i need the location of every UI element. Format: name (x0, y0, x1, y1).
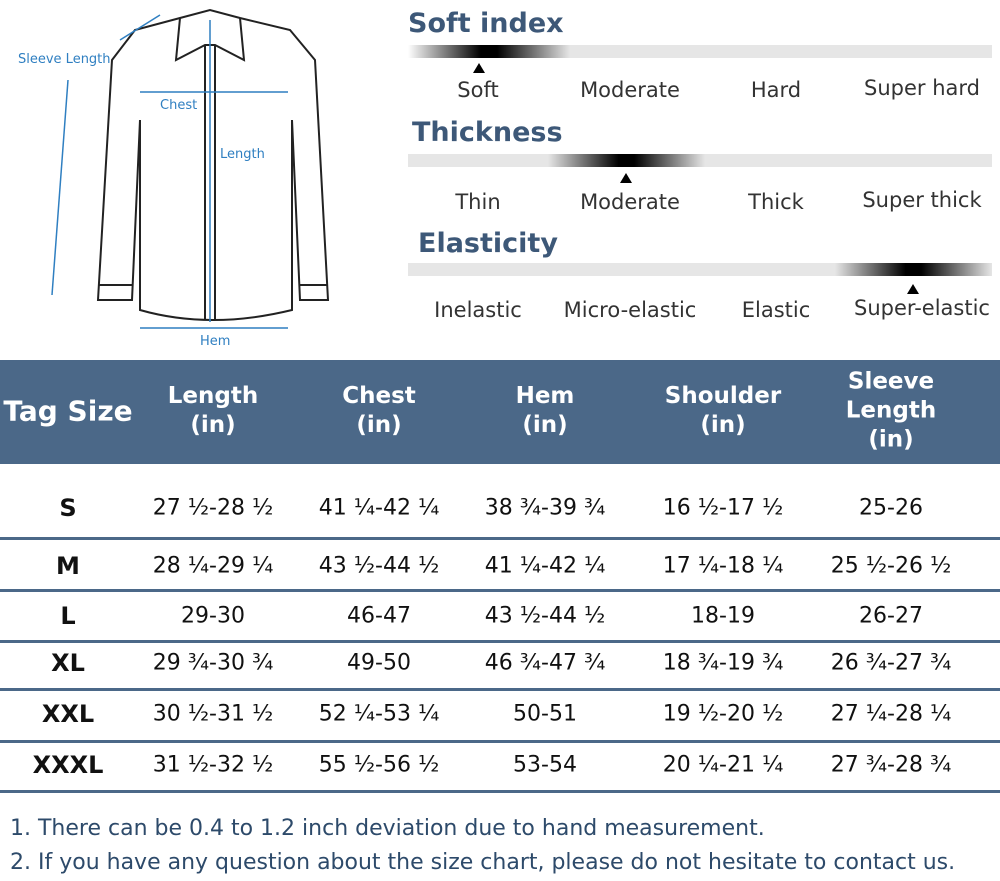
note: 1. There can be 0.4 to 1.2 inch deviatio… (10, 816, 765, 841)
scale-option: Thick (748, 190, 804, 214)
scale-title: Soft index (408, 8, 564, 39)
label: Sleeve Length (18, 52, 111, 67)
scale-option: Super-elastic (854, 296, 990, 320)
table-cell: 26-27 (859, 603, 923, 629)
table-cell: 53-54 (513, 752, 577, 778)
size-label: XXXL (32, 751, 104, 779)
table-cell: 55 ½-56 ½ (318, 752, 440, 778)
table-cell: 29 ¾-30 ¾ (152, 650, 274, 676)
table-cell: 43 ½-44 ½ (318, 553, 440, 579)
table-cell: 46 ¾-47 ¾ (484, 650, 606, 676)
scale-option: Super hard (864, 76, 980, 100)
table-cell: 49-50 (347, 650, 411, 676)
table-cell: 31 ½-32 ½ (152, 752, 274, 778)
table-cell: 18-19 (691, 603, 755, 629)
table-cell: 26 ¾-27 ¾ (830, 650, 952, 676)
table-header (0, 360, 1000, 464)
column-header: Length (in) (167, 383, 259, 438)
label: Hem (200, 334, 230, 349)
scale-option: Super thick (862, 188, 982, 212)
table-cell: 16 ½-17 ½ (662, 495, 784, 521)
table-cell: 27 ¾-28 ¾ (830, 752, 952, 778)
table-cell: 43 ½-44 ½ (484, 603, 606, 629)
scale-option: Soft (457, 78, 499, 102)
table-cell: 27 ¼-28 ¼ (830, 701, 952, 727)
label: Chest (160, 98, 197, 113)
table-cell: 38 ¾-39 ¾ (484, 495, 606, 521)
column-header: Shoulder (in) (664, 383, 782, 438)
table-cell: 41 ¼-42 ¼ (484, 553, 606, 579)
size-label: XL (51, 649, 85, 677)
table-cell: 20 ¼-21 ¼ (662, 752, 784, 778)
table-cell: 52 ¼-53 ¼ (318, 701, 440, 727)
row-separator (0, 740, 1000, 743)
scale-option: Inelastic (434, 298, 522, 322)
scale-gradient (548, 154, 705, 167)
table-cell: 41 ¼-42 ¼ (318, 495, 440, 521)
size-label: L (60, 602, 76, 630)
marker (473, 63, 485, 73)
table-cell: 50-51 (513, 701, 577, 727)
scale-option: Thin (455, 190, 501, 214)
scale-option: Moderate (580, 78, 680, 102)
column-header: Hem (in) (515, 383, 575, 438)
scale-option: Micro-elastic (563, 298, 697, 322)
row-separator (0, 640, 1000, 643)
table-cell: 18 ¾-19 ¾ (662, 650, 784, 676)
table-cell: 17 ¼-18 ¼ (662, 553, 784, 579)
row-separator (0, 688, 1000, 691)
scale-title: Elasticity (418, 228, 558, 259)
table-cell: 46-47 (347, 603, 411, 629)
size-label: S (59, 494, 77, 522)
label: Length (220, 147, 265, 162)
scale-option: Moderate (580, 190, 680, 214)
column-header: Sleeve Length (in) (845, 368, 937, 453)
note: 2. If you have any question about the si… (10, 850, 956, 875)
column-header: Tag Size (3, 394, 133, 428)
size-label: XXL (41, 700, 95, 728)
column-header: Chest (in) (342, 383, 416, 438)
marker (907, 284, 919, 294)
size-label: M (56, 552, 80, 580)
table-cell: 28 ¼-29 ¼ (152, 553, 274, 579)
scale-title: Thickness (412, 117, 563, 148)
scale-gradient (835, 263, 992, 276)
marker (620, 173, 632, 183)
table-cell: 27 ½-28 ½ (152, 495, 274, 521)
table-cell: 19 ½-20 ½ (662, 701, 784, 727)
table-cell: 30 ½-31 ½ (152, 701, 274, 727)
table-cell: 25 ½-26 ½ (830, 553, 952, 579)
row-separator (0, 790, 1000, 793)
scale-gradient (408, 45, 570, 58)
shirt-diagram: Sleeve Length Chest Length Hem (18, 8, 330, 349)
table-cell: 29-30 (181, 603, 245, 629)
row-separator (0, 589, 1000, 592)
row-separator (0, 537, 1000, 540)
scale-option: Hard (750, 78, 802, 102)
table-cell: 25-26 (859, 495, 923, 521)
scale-option: Elastic (741, 298, 811, 322)
